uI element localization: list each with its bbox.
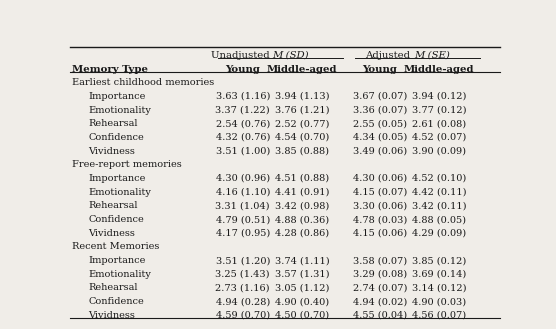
Text: Importance: Importance xyxy=(88,256,146,265)
Text: Young: Young xyxy=(363,64,397,74)
Text: 3.77 (0.12): 3.77 (0.12) xyxy=(412,106,466,114)
Text: 3.85 (0.12): 3.85 (0.12) xyxy=(412,256,466,265)
Text: 3.51 (1.00): 3.51 (1.00) xyxy=(216,147,270,156)
Text: 2.73 (1.16): 2.73 (1.16) xyxy=(216,284,270,292)
Text: Rehearsal: Rehearsal xyxy=(88,201,137,210)
Text: 4.16 (1.10): 4.16 (1.10) xyxy=(216,188,270,197)
Text: 3.29 (0.08): 3.29 (0.08) xyxy=(353,270,407,279)
Text: 4.88 (0.05): 4.88 (0.05) xyxy=(412,215,466,224)
Text: 4.56 (0.07): 4.56 (0.07) xyxy=(412,311,466,320)
Text: 3.94 (0.12): 3.94 (0.12) xyxy=(412,92,466,101)
Text: 3.76 (1.21): 3.76 (1.21) xyxy=(275,106,330,114)
Text: 3.58 (0.07): 3.58 (0.07) xyxy=(353,256,407,265)
Text: 4.28 (0.86): 4.28 (0.86) xyxy=(275,229,329,238)
Text: Memory Type: Memory Type xyxy=(72,64,148,74)
Text: 3.69 (0.14): 3.69 (0.14) xyxy=(412,270,466,279)
Text: 4.55 (0.04): 4.55 (0.04) xyxy=(353,311,407,320)
Text: 3.31 (1.04): 3.31 (1.04) xyxy=(216,201,270,210)
Text: 4.52 (0.07): 4.52 (0.07) xyxy=(412,133,466,142)
Text: 3.94 (1.13): 3.94 (1.13) xyxy=(275,92,330,101)
Text: Importance: Importance xyxy=(88,174,146,183)
Text: Importance: Importance xyxy=(88,92,146,101)
Text: 4.90 (0.40): 4.90 (0.40) xyxy=(275,297,329,306)
Text: Rehearsal: Rehearsal xyxy=(88,284,137,292)
Text: Free-report memories: Free-report memories xyxy=(72,160,181,169)
Text: 3.57 (1.31): 3.57 (1.31) xyxy=(275,270,330,279)
Text: Emotionality: Emotionality xyxy=(88,270,151,279)
Text: 4.51 (0.88): 4.51 (0.88) xyxy=(275,174,329,183)
Text: Middle-aged: Middle-aged xyxy=(404,64,474,74)
Text: 4.17 (0.95): 4.17 (0.95) xyxy=(216,229,270,238)
Text: 3.14 (0.12): 3.14 (0.12) xyxy=(412,284,466,292)
Text: Emotionality: Emotionality xyxy=(88,106,151,114)
Text: 4.88 (0.36): 4.88 (0.36) xyxy=(275,215,329,224)
Text: 4.42 (0.11): 4.42 (0.11) xyxy=(412,188,466,197)
Text: 4.50 (0.70): 4.50 (0.70) xyxy=(275,311,329,320)
Text: 4.15 (0.06): 4.15 (0.06) xyxy=(353,229,407,238)
Text: 4.41 (0.91): 4.41 (0.91) xyxy=(275,188,329,197)
Text: Vividness: Vividness xyxy=(88,147,135,156)
Text: Unadjusted: Unadjusted xyxy=(211,51,272,60)
Text: 3.90 (0.09): 3.90 (0.09) xyxy=(412,147,466,156)
Text: 3.63 (1.16): 3.63 (1.16) xyxy=(216,92,270,101)
Text: 2.55 (0.05): 2.55 (0.05) xyxy=(353,119,407,128)
Text: 2.54 (0.76): 2.54 (0.76) xyxy=(216,119,270,128)
Text: 3.37 (1.22): 3.37 (1.22) xyxy=(215,106,270,114)
Text: 4.54 (0.70): 4.54 (0.70) xyxy=(275,133,329,142)
Text: Recent Memories: Recent Memories xyxy=(72,242,159,251)
Text: 2.52 (0.77): 2.52 (0.77) xyxy=(275,119,329,128)
Text: Confidence: Confidence xyxy=(88,215,144,224)
Text: 4.52 (0.10): 4.52 (0.10) xyxy=(412,174,466,183)
Text: 4.94 (0.28): 4.94 (0.28) xyxy=(216,297,270,306)
Text: 3.25 (1.43): 3.25 (1.43) xyxy=(216,270,270,279)
Text: 3.51 (1.20): 3.51 (1.20) xyxy=(216,256,270,265)
Text: 4.32 (0.76): 4.32 (0.76) xyxy=(216,133,270,142)
Text: 4.90 (0.03): 4.90 (0.03) xyxy=(412,297,466,306)
Text: 3.67 (0.07): 3.67 (0.07) xyxy=(353,92,407,101)
Text: 4.30 (0.96): 4.30 (0.96) xyxy=(216,174,270,183)
Text: 4.15 (0.07): 4.15 (0.07) xyxy=(353,188,407,197)
Text: 2.61 (0.08): 2.61 (0.08) xyxy=(412,119,466,128)
Text: 4.94 (0.02): 4.94 (0.02) xyxy=(353,297,407,306)
Text: 2.74 (0.07): 2.74 (0.07) xyxy=(353,284,407,292)
Text: Confidence: Confidence xyxy=(88,297,144,306)
Text: M (SE): M (SE) xyxy=(414,51,450,60)
Text: 4.34 (0.05): 4.34 (0.05) xyxy=(353,133,407,142)
Text: 3.85 (0.88): 3.85 (0.88) xyxy=(275,147,329,156)
Text: 4.30 (0.06): 4.30 (0.06) xyxy=(353,174,407,183)
Text: Vividness: Vividness xyxy=(88,311,135,320)
Text: M (SD): M (SD) xyxy=(272,51,309,60)
Text: 3.74 (1.11): 3.74 (1.11) xyxy=(275,256,330,265)
Text: 3.30 (0.06): 3.30 (0.06) xyxy=(353,201,407,210)
Text: Adjusted: Adjusted xyxy=(365,51,414,60)
Text: 4.78 (0.03): 4.78 (0.03) xyxy=(353,215,407,224)
Text: Earliest childhood memories: Earliest childhood memories xyxy=(72,78,214,87)
Text: Young: Young xyxy=(225,64,260,74)
Text: 3.36 (0.07): 3.36 (0.07) xyxy=(353,106,407,114)
Text: 3.49 (0.06): 3.49 (0.06) xyxy=(353,147,407,156)
Text: Middle-aged: Middle-aged xyxy=(267,64,337,74)
Text: Confidence: Confidence xyxy=(88,133,144,142)
Text: Vividness: Vividness xyxy=(88,229,135,238)
Text: 3.05 (1.12): 3.05 (1.12) xyxy=(275,284,329,292)
Text: Rehearsal: Rehearsal xyxy=(88,119,137,128)
Text: 4.79 (0.51): 4.79 (0.51) xyxy=(216,215,270,224)
Text: 4.29 (0.09): 4.29 (0.09) xyxy=(412,229,466,238)
Text: Emotionality: Emotionality xyxy=(88,188,151,197)
Text: 3.42 (0.11): 3.42 (0.11) xyxy=(412,201,466,210)
Text: 3.42 (0.98): 3.42 (0.98) xyxy=(275,201,329,210)
Text: 4.59 (0.70): 4.59 (0.70) xyxy=(216,311,270,320)
